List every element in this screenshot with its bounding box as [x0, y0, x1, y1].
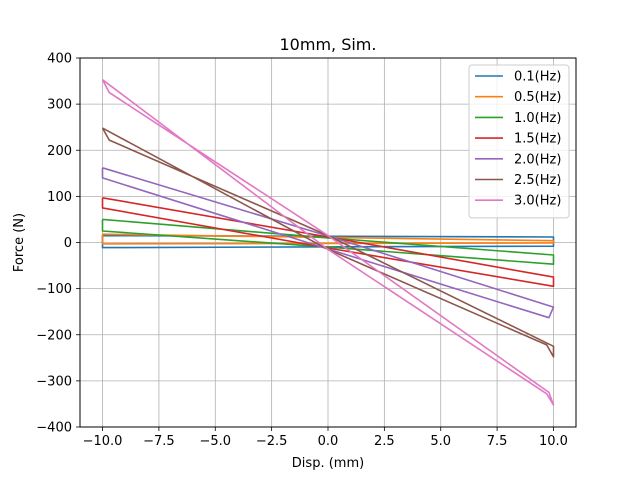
- x-tick-label: 10.0: [539, 434, 568, 449]
- y-tick-label: 100: [47, 190, 72, 205]
- y-tick-label: 400: [47, 52, 72, 67]
- legend-label: 2.0(Hz): [514, 152, 561, 167]
- legend-label: 3.0(Hz): [514, 194, 561, 209]
- series-line-3: [101, 197, 555, 288]
- y-tick-label: 200: [47, 144, 72, 159]
- legend-label: 2.5(Hz): [514, 173, 561, 188]
- y-tick-label: −300: [36, 374, 72, 389]
- x-tick-label: −5.0: [199, 434, 231, 449]
- y-tick-label: −200: [36, 328, 72, 343]
- series-line-1: [101, 233, 555, 245]
- x-tick-label: −7.5: [143, 434, 175, 449]
- series-line-5: [101, 127, 555, 358]
- chart-title: 10mm, Sim.: [280, 35, 377, 54]
- series-line-2: [101, 218, 555, 266]
- x-axis-label: Disp. (mm): [292, 456, 364, 471]
- legend-label: 0.1(Hz): [514, 70, 561, 85]
- x-tick-label: 0.0: [318, 434, 339, 449]
- x-axis: −10.0 −7.5 −5.0 −2.5 0.0 2.5 5.0 7.5 10.0: [83, 427, 568, 449]
- x-tick-label: 2.5: [374, 434, 395, 449]
- legend-label: 1.0(Hz): [514, 111, 561, 126]
- legend: 0.1(Hz) 0.5(Hz) 1.0(Hz) 1.5(Hz) 2.0(Hz) 2.5(H…: [468, 64, 570, 219]
- y-tick-label: −400: [36, 421, 72, 436]
- y-axis: −400 −300 −200 −100 0 100 200 300 400: [36, 52, 80, 436]
- series-line-6: [101, 79, 555, 406]
- x-tick-label: 5.0: [430, 434, 451, 449]
- y-tick-label: 300: [47, 98, 72, 113]
- x-tick-label: −2.5: [256, 434, 288, 449]
- y-axis-label: Force (N): [12, 213, 27, 272]
- x-tick-label: 7.5: [487, 434, 508, 449]
- x-tick-label: −10.0: [83, 434, 123, 449]
- y-tick-label: 0: [64, 236, 72, 251]
- legend-label: 1.5(Hz): [514, 132, 561, 147]
- legend-label: 0.5(Hz): [514, 90, 561, 105]
- series-group: [101, 79, 555, 406]
- y-tick-label: −100: [36, 282, 72, 297]
